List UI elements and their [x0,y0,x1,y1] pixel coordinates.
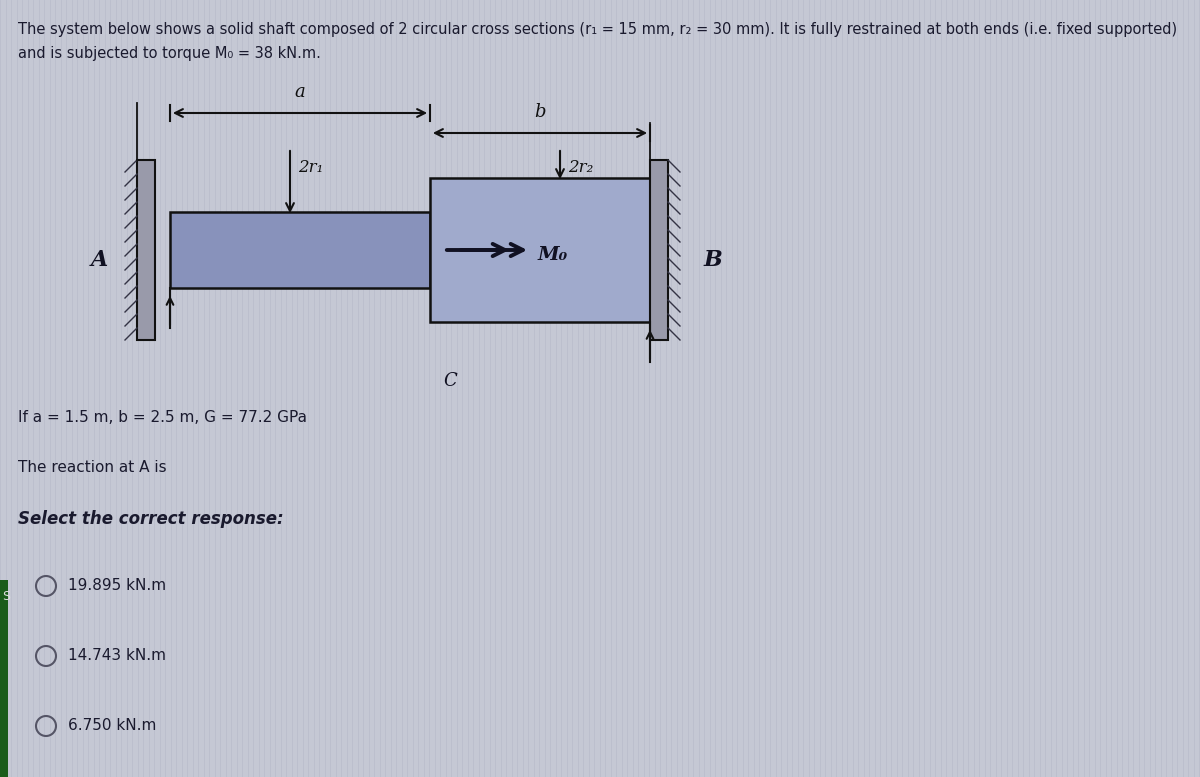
Bar [0,580,8,777]
Text: S: S [2,590,10,603]
Text: The system below shows a solid shaft composed of 2 circular cross sections (r₁ =: The system below shows a solid shaft com… [18,22,1177,37]
Text: and is subjected to torque M₀ = 38 kN.m.: and is subjected to torque M₀ = 38 kN.m. [18,46,320,61]
Bar [170,212,430,288]
Text: b: b [534,103,546,121]
Bar [650,160,668,340]
Bar [137,160,155,340]
Text: Select the correct response:: Select the correct response: [18,510,283,528]
Text: The reaction at A is: The reaction at A is [18,460,167,475]
Bar [430,178,650,322]
Text: C: C [443,372,457,390]
Text: A: A [90,249,108,271]
Text: 14.743 kN.m: 14.743 kN.m [68,649,166,664]
Text: 19.895 kN.m: 19.895 kN.m [68,579,166,594]
Text: 2r₂: 2r₂ [568,159,593,176]
Text: a: a [295,83,305,101]
Text: M₀: M₀ [538,246,568,264]
Text: 2r₁: 2r₁ [298,159,323,176]
Text: B: B [703,249,722,271]
Text: 6.750 kN.m: 6.750 kN.m [68,719,156,733]
Text: If a = 1.5 m, b = 2.5 m, G = 77.2 GPa: If a = 1.5 m, b = 2.5 m, G = 77.2 GPa [18,410,307,425]
